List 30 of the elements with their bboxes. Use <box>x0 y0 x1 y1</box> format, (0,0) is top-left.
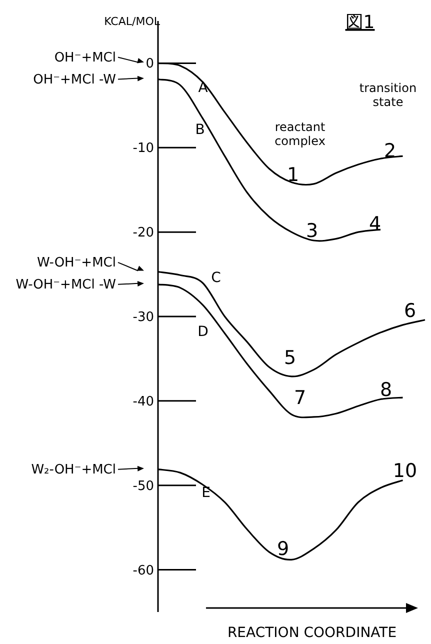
legend-label: OH⁻+MCl -W <box>33 72 116 88</box>
y-tick-label: -10 <box>132 141 154 156</box>
annotation: 3 <box>306 220 318 242</box>
annotation: 5 <box>284 347 296 369</box>
legend-label: OH⁻+MCl <box>54 50 116 66</box>
annotation: C <box>211 270 222 286</box>
annotation: 10 <box>392 460 418 482</box>
annotation: B <box>195 122 205 138</box>
y-tick-label: -50 <box>132 478 154 494</box>
annotation: 1 <box>286 164 300 186</box>
legend-label: W-OH⁻+MCl <box>36 255 116 270</box>
annotation: transition state <box>359 81 417 109</box>
y-tick-label: -40 <box>132 394 154 410</box>
annotation: 6 <box>404 300 416 322</box>
annotation: 9 <box>276 538 290 560</box>
legend-label: W-OH⁻+MCl -W <box>16 277 116 292</box>
annotation: 7 <box>294 387 306 409</box>
y-tick-label: 0 <box>146 56 154 72</box>
y-tick-label: -60 <box>132 563 154 578</box>
annotation: 8 <box>380 379 392 401</box>
annotation: D <box>198 324 208 340</box>
y-axis-title: KCAL/MOL <box>104 15 161 28</box>
y-tick-label: -20 <box>132 226 154 241</box>
legend-label: W₂-OH⁻+MCl <box>31 462 116 478</box>
chart-title: 図1 <box>345 12 375 33</box>
y-tick-label: -30 <box>132 310 154 325</box>
x-axis-title: REACTION COORDINATE <box>227 625 397 641</box>
annotation: 2 <box>384 140 396 162</box>
annotation: reactant complex <box>274 120 326 148</box>
annotation: 4 <box>368 213 382 235</box>
